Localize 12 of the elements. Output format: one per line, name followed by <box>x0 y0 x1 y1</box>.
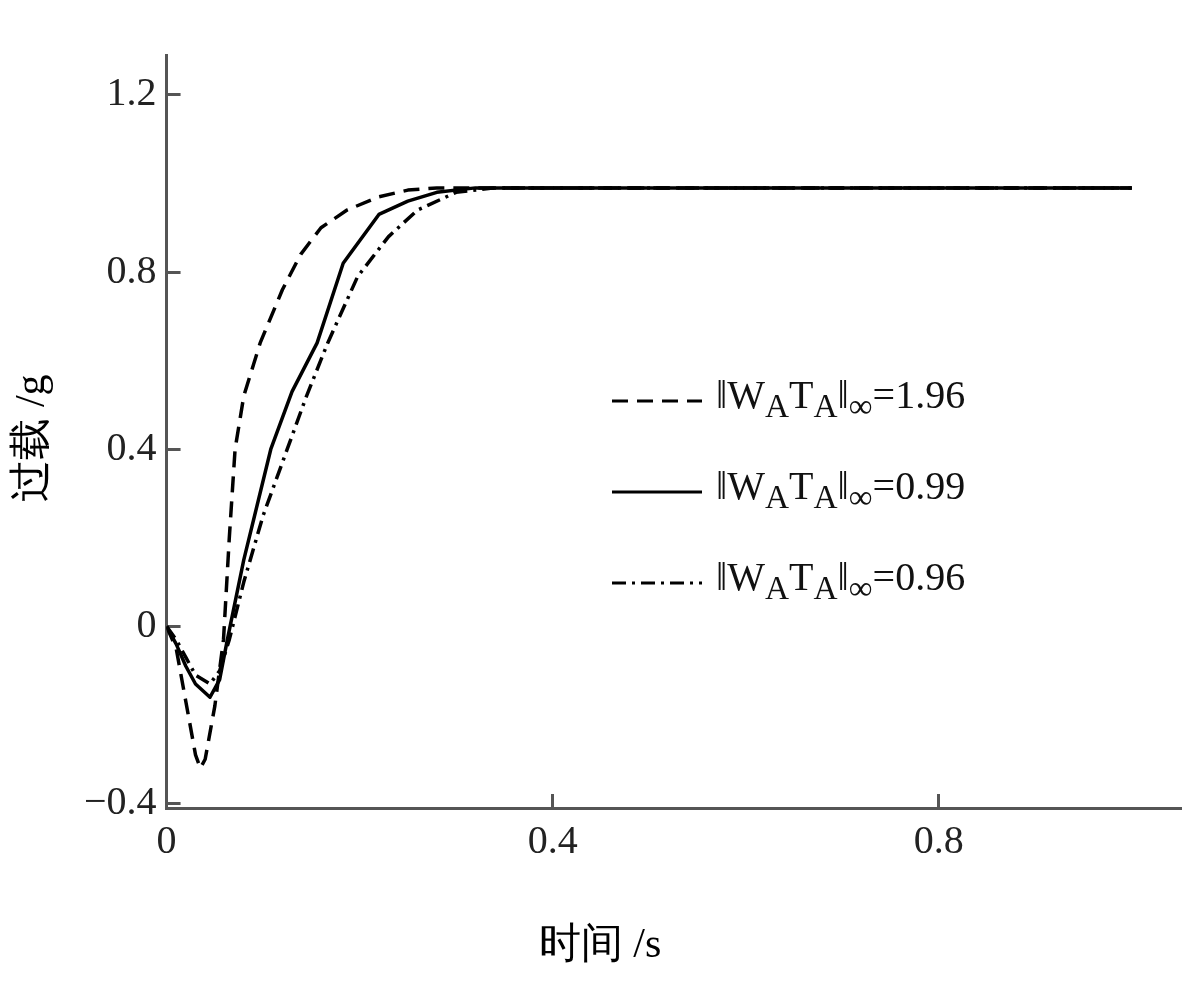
x-tick-label: 0.4 <box>527 816 578 862</box>
y-tick-label: 1.2 <box>106 69 157 115</box>
y-tick-label: 0.8 <box>106 246 157 292</box>
y-tick-label: −0.4 <box>84 778 157 824</box>
legend-label: ‖W$_{A}$T$_{A}$‖$_{∞}$=1.96 <box>716 371 966 426</box>
y-axis-title: 过载 /g <box>6 373 54 504</box>
legend-label: ‖W$_{A}$T$_{A}$‖$_{∞}$=0.99 <box>716 462 966 517</box>
legend-label: ‖W$_{A}$T$_{A}$‖$_{∞}$=0.96 <box>716 553 966 608</box>
x-axis-title: 时间 /s <box>537 919 663 968</box>
y-tick-label: 0.4 <box>106 423 157 469</box>
y-tick-label: 0 <box>136 600 157 646</box>
x-tick-label: 0.8 <box>913 816 964 862</box>
